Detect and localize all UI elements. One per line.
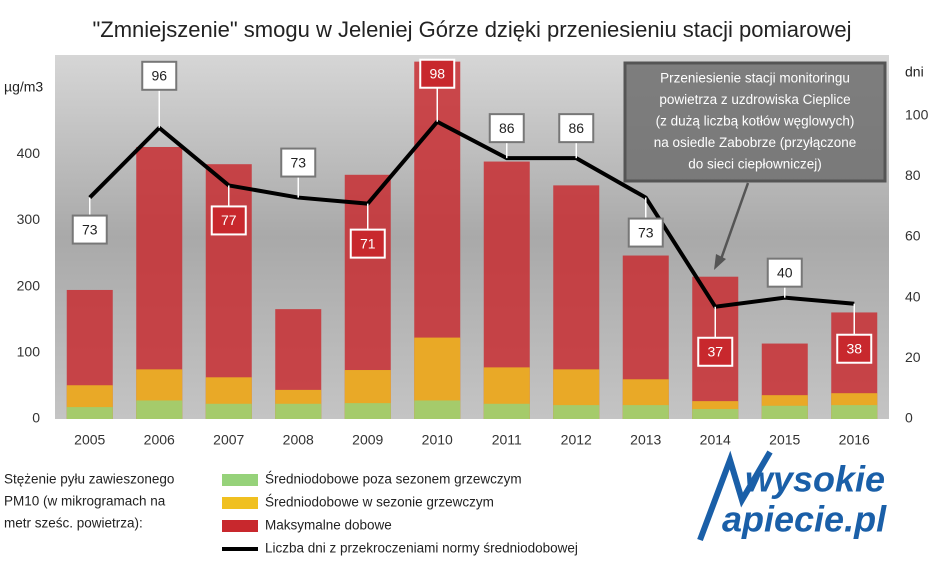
x-tick-label: 2012	[561, 432, 592, 448]
y2-tick-label: 0	[905, 410, 913, 426]
x-tick-label: 2015	[769, 432, 800, 448]
annotation-arrow	[718, 182, 750, 263]
y2-tick-label: 40	[905, 288, 921, 304]
x-tick-label: 2007	[213, 432, 244, 448]
data-label: 98	[429, 65, 445, 81]
y-tick-label: 100	[17, 344, 41, 360]
legend-label: Średniodobowe w sezonie grzewczym	[265, 495, 494, 510]
label-box	[766, 257, 803, 288]
data-label: 73	[82, 221, 98, 237]
label-box	[280, 147, 317, 178]
data-label: 86	[499, 120, 515, 136]
data-label: 37	[707, 343, 723, 359]
annotation-text: na osiedle Zabobrze (przyłączone	[654, 135, 857, 150]
annotation-text: Przeniesienie stacji monitoringu	[660, 71, 850, 86]
line	[88, 119, 855, 309]
legend-swatch	[222, 474, 258, 486]
label-box	[836, 333, 873, 364]
logo-top: wysokie	[745, 459, 885, 500]
bar	[692, 409, 739, 419]
arrow-head	[714, 254, 726, 270]
x-tick-label: 2011	[492, 432, 522, 448]
label-box	[210, 205, 247, 236]
data-label: 77	[221, 212, 237, 228]
label-box	[141, 60, 178, 91]
y2-tick-label: 80	[905, 167, 921, 183]
y-tick-label: 200	[17, 277, 41, 293]
x-tick-label: 2005	[74, 432, 105, 448]
bar	[483, 403, 530, 419]
y2-tick-label: 20	[905, 349, 921, 365]
y2-tick-label: 100	[905, 106, 929, 122]
data-label: 73	[638, 224, 654, 240]
bar	[553, 405, 600, 419]
label-box	[558, 113, 595, 144]
bar	[136, 400, 183, 419]
y2-axis-label: dni	[905, 64, 924, 80]
data-label: 71	[360, 235, 376, 251]
legend-title: Stężenie pyłu zawieszonego	[4, 472, 174, 487]
label-box	[419, 58, 456, 89]
x-tick-label: 2010	[422, 432, 453, 448]
bar	[761, 405, 808, 419]
logo-bolt	[697, 450, 773, 542]
x-tick-label: 2009	[352, 432, 383, 448]
y-tick-label: 0	[32, 410, 40, 426]
annotation-text: powietrza z uzdrowiska Cieplice	[659, 92, 850, 107]
annotation-text: (z dużą liczbą kotłów węglowych)	[656, 114, 855, 129]
y2-tick-label: 60	[905, 228, 921, 244]
data-label: 96	[151, 68, 167, 84]
x-tick-label: 2014	[700, 432, 731, 448]
legend-title: PM10 (w mikrogramach na	[4, 494, 166, 509]
x-tick-label: 2008	[283, 432, 314, 448]
bar	[275, 403, 322, 419]
legend-title: metr sześc. powietrza):	[4, 516, 143, 531]
y-tick-label: 300	[17, 211, 41, 227]
chart-title: "Zmniejszenie" smogu w Jeleniej Górze dz…	[92, 17, 851, 42]
bar	[66, 407, 113, 419]
y-axis-label: µg/m3	[4, 79, 43, 95]
data-label: 73	[290, 154, 306, 170]
bar	[344, 403, 391, 419]
annotation-text: do sieci ciepłowniczej)	[688, 157, 822, 172]
bar	[414, 400, 461, 419]
y-tick-label: 400	[17, 145, 41, 161]
legend-label: Średniodobowe poza sezonem grzewczym	[265, 472, 522, 487]
label-box	[349, 228, 386, 259]
x-tick-label: 2013	[630, 432, 661, 448]
bar	[205, 403, 252, 419]
label-box	[488, 113, 525, 144]
x-tick-label: 2016	[839, 432, 870, 448]
logo-bottom: apiecie.pl	[722, 499, 887, 540]
label-box	[697, 336, 734, 367]
data-label: 86	[568, 120, 584, 136]
annotation-box	[623, 61, 887, 183]
label-box	[627, 217, 664, 248]
legend-label: Maksymalne dobowe	[265, 518, 392, 533]
bar	[622, 405, 669, 419]
data-label: 38	[846, 340, 862, 356]
x-tick-label: 2006	[144, 432, 175, 448]
plot: 0 100 200 300 400 0 20 40 60 80 100 2005 2006 2007 200…	[17, 58, 929, 448]
bar	[831, 405, 878, 419]
legend-swatch	[222, 497, 258, 509]
legend-swatch	[222, 520, 258, 532]
legend-label: Liczba dni z przekroczeniami normy średn…	[265, 541, 578, 556]
label-box	[71, 214, 108, 245]
data-label: 40	[777, 264, 793, 280]
